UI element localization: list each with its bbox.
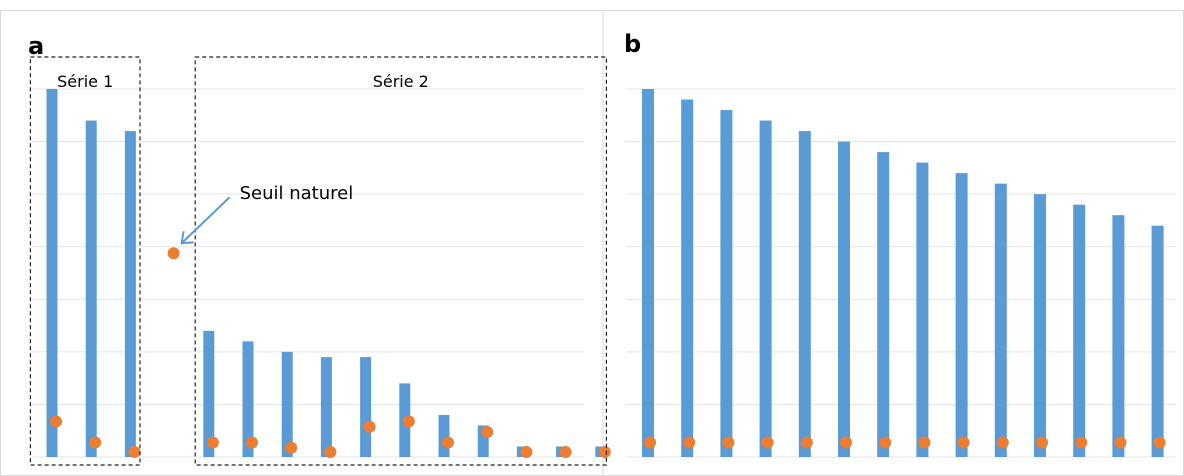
- group-label: Série 2: [373, 72, 429, 91]
- data-point: [481, 425, 494, 438]
- data-point: [800, 436, 813, 449]
- data-point: [598, 446, 611, 458]
- bar: [994, 183, 1007, 457]
- data-point: [324, 446, 337, 458]
- data-point: [89, 436, 102, 449]
- bar: [1151, 225, 1164, 457]
- bar: [916, 162, 929, 457]
- bar: [46, 89, 58, 457]
- data-point: [50, 415, 62, 428]
- data-point: [761, 436, 774, 449]
- bar: [642, 89, 654, 457]
- data-point: [559, 446, 572, 458]
- bar: [759, 120, 772, 458]
- bar: [320, 357, 332, 457]
- data-point: [1036, 436, 1048, 449]
- annotation-arrow: [180, 196, 231, 244]
- bar: [1073, 204, 1086, 457]
- annotation-label: Seuil naturel: [240, 183, 354, 204]
- data-point: [644, 436, 656, 449]
- data-point: [128, 446, 141, 458]
- bar: [124, 131, 136, 458]
- data-point: [1075, 436, 1088, 449]
- bar: [681, 99, 694, 457]
- bar: [242, 341, 254, 457]
- data-point: [1114, 436, 1127, 449]
- data-point: [246, 436, 258, 449]
- bar: [1034, 194, 1046, 457]
- bar: [281, 351, 293, 457]
- data-point: [996, 436, 1009, 449]
- annotation-arrowhead: [180, 231, 194, 245]
- bar: [838, 141, 850, 458]
- group-label: Série 1: [57, 72, 113, 91]
- data-point: [840, 436, 852, 449]
- data-point: [402, 415, 415, 428]
- data-point: [520, 446, 533, 458]
- panel-b: b: [624, 30, 1176, 458]
- data-point: [957, 436, 970, 449]
- data-point: [442, 436, 454, 449]
- data-point: [206, 436, 219, 449]
- data-point: [683, 436, 696, 449]
- bar: [477, 425, 489, 457]
- bar: [1112, 215, 1125, 457]
- group-box: [194, 56, 608, 466]
- bar: [438, 414, 450, 457]
- data-point: [167, 247, 180, 260]
- data-point: [1153, 436, 1166, 449]
- bar: [360, 357, 372, 457]
- bar: [877, 152, 890, 458]
- bar: [85, 120, 97, 458]
- bar: [720, 110, 733, 458]
- bar: [955, 173, 968, 457]
- bar: [798, 131, 811, 458]
- bar: [203, 330, 215, 457]
- panel-a: a Série 1 Série 2 Seuil naturel: [28, 32, 611, 466]
- data-point: [285, 441, 298, 454]
- data-point: [363, 420, 376, 433]
- panel-letter: b: [624, 30, 641, 58]
- data-point: [722, 436, 735, 449]
- panel-letter: a: [28, 32, 44, 60]
- data-point: [879, 436, 892, 449]
- data-point: [918, 436, 931, 449]
